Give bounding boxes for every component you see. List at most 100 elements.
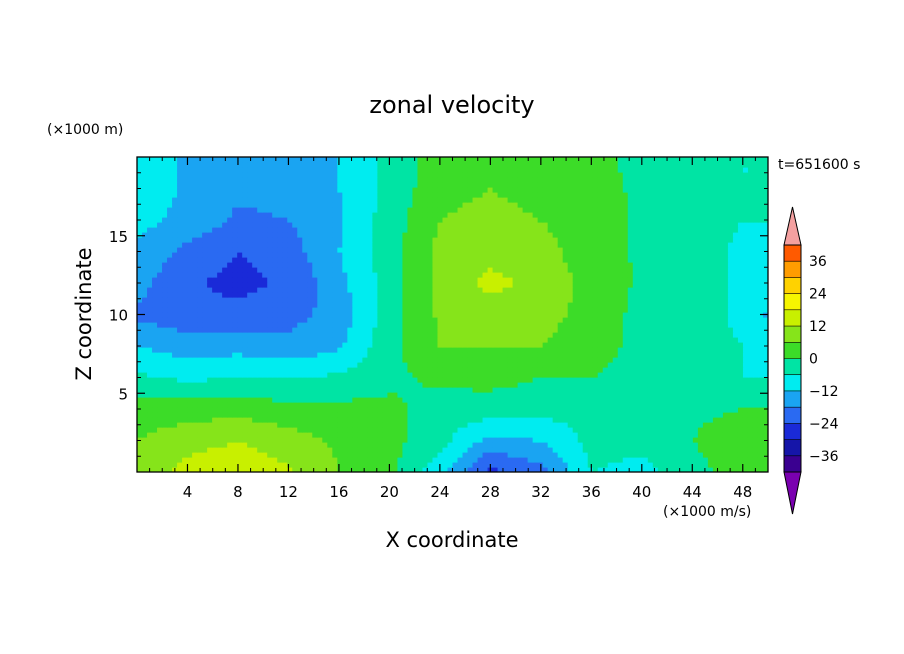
field-cell <box>372 467 378 472</box>
field-cell <box>717 447 724 453</box>
field-cell <box>437 442 444 448</box>
field-cell <box>142 437 148 443</box>
field-cell <box>297 397 303 403</box>
field-cell <box>667 407 674 413</box>
field-cell <box>357 442 363 448</box>
field-cell <box>617 447 624 453</box>
field-cell <box>617 382 624 388</box>
field-cell <box>662 342 669 348</box>
field-cell <box>602 337 609 343</box>
field-cell <box>502 412 509 418</box>
field-cell <box>477 307 484 313</box>
field-cell <box>447 442 454 448</box>
field-cell <box>752 332 759 338</box>
field-cell <box>342 372 348 378</box>
field-cell <box>667 437 674 443</box>
field-cell <box>437 352 444 358</box>
field-cell <box>357 282 363 288</box>
field-cell <box>167 447 173 453</box>
field-cell <box>642 362 649 368</box>
field-cell <box>142 457 148 463</box>
field-cell <box>492 422 499 428</box>
field-cell <box>317 457 323 463</box>
field-cell <box>157 337 163 343</box>
field-cell <box>192 337 198 343</box>
field-cell <box>342 452 348 458</box>
field-cell <box>302 397 308 403</box>
field-cell <box>177 462 183 468</box>
field-cell <box>732 352 739 358</box>
field-cell <box>447 307 454 313</box>
field-cell <box>682 342 689 348</box>
field-cell <box>257 392 263 398</box>
field-cell <box>202 392 208 398</box>
field-cell <box>752 327 759 333</box>
field-cell <box>272 442 278 448</box>
field-cell <box>142 412 148 418</box>
field-cell <box>702 417 709 423</box>
field-cell <box>277 462 283 468</box>
field-cell <box>697 417 704 423</box>
field-cell <box>182 322 188 328</box>
field-cell <box>167 387 173 393</box>
field-cell <box>212 282 218 288</box>
field-cell <box>747 322 754 328</box>
field-cell <box>257 427 263 433</box>
field-cell <box>147 452 153 458</box>
field-cell <box>732 402 739 408</box>
field-cell <box>557 412 564 418</box>
field-cell <box>527 392 534 398</box>
field-cell <box>617 417 624 423</box>
field-cell <box>477 457 484 463</box>
field-cell <box>277 332 283 338</box>
field-cell <box>317 362 323 368</box>
field-cell <box>382 342 388 348</box>
field-cell <box>507 277 514 283</box>
field-cell <box>307 287 313 293</box>
field-cell <box>382 377 388 383</box>
field-cell <box>187 377 193 383</box>
field-cell <box>372 352 378 358</box>
field-cell <box>587 277 594 283</box>
field-cell <box>562 322 569 328</box>
field-cell <box>297 407 303 413</box>
field-cell <box>302 332 308 338</box>
field-cell <box>532 327 539 333</box>
field-cell <box>372 457 378 463</box>
field-cell <box>577 362 584 368</box>
field-cell <box>747 427 754 433</box>
field-cell <box>397 402 404 408</box>
field-cell <box>727 442 734 448</box>
field-cell <box>322 452 328 458</box>
field-cell <box>302 442 308 448</box>
field-cell <box>582 307 589 313</box>
field-cell <box>632 457 639 463</box>
field-cell <box>567 307 574 313</box>
field-cell <box>192 272 198 278</box>
field-cell <box>607 312 614 318</box>
field-cell <box>682 447 689 453</box>
field-cell <box>532 432 539 438</box>
field-cell <box>277 367 283 373</box>
field-cell <box>317 372 323 378</box>
field-cell <box>277 387 283 393</box>
field-cell <box>687 427 694 433</box>
field-cell <box>197 332 203 338</box>
field-cell <box>747 347 754 353</box>
field-cell <box>402 377 409 383</box>
field-cell <box>157 332 163 338</box>
field-cell <box>227 457 233 463</box>
field-cell <box>257 337 263 343</box>
field-cell <box>307 277 313 283</box>
field-cell <box>472 287 479 293</box>
field-cell <box>587 387 594 393</box>
field-cell <box>202 432 208 438</box>
field-cell <box>192 277 198 283</box>
field-cell <box>252 382 258 388</box>
field-cell <box>292 372 298 378</box>
field-cell <box>692 362 699 368</box>
field-cell <box>272 287 278 293</box>
field-cell <box>397 287 404 293</box>
field-cell <box>407 362 414 368</box>
field-cell <box>432 407 439 413</box>
